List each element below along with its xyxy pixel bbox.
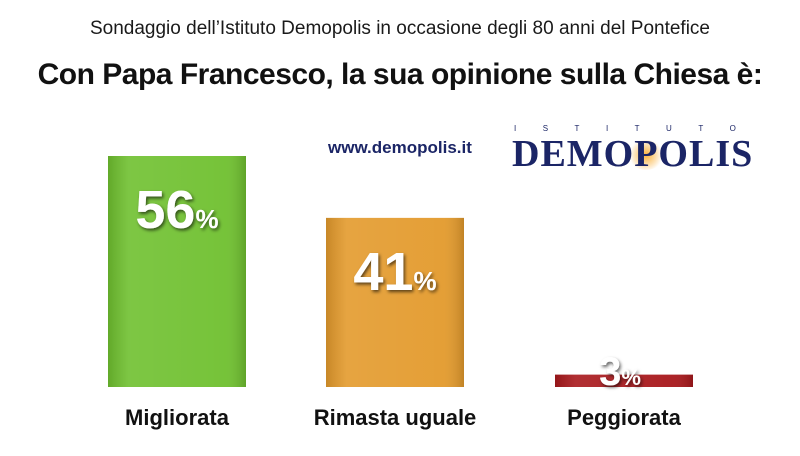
category-label: Migliorata [125, 405, 230, 430]
data-label: 3% [599, 350, 641, 394]
data-label: 56% [135, 180, 218, 240]
bar-shading [555, 374, 693, 387]
bar-shading [108, 156, 246, 387]
website-link[interactable]: www.demopolis.it [328, 138, 472, 157]
data-label: 41% [353, 242, 436, 302]
logo-top-text: ISTITUTO [514, 124, 763, 133]
demopolis-logo: ISTITUTO DEMOPOLIS [512, 124, 763, 175]
bar-shading [326, 217, 464, 387]
category-label: Peggiorata [567, 405, 681, 430]
chart-subtitle: Sondaggio dell’Istituto Demopolis in occ… [89, 18, 710, 39]
chart-title: Con Papa Francesco, la sua opinione sull… [37, 58, 763, 91]
logo-sun-icon [628, 140, 664, 170]
logo-main-text: DEMOPOLIS [512, 133, 754, 175]
category-label: Rimasta uguale [314, 405, 477, 430]
